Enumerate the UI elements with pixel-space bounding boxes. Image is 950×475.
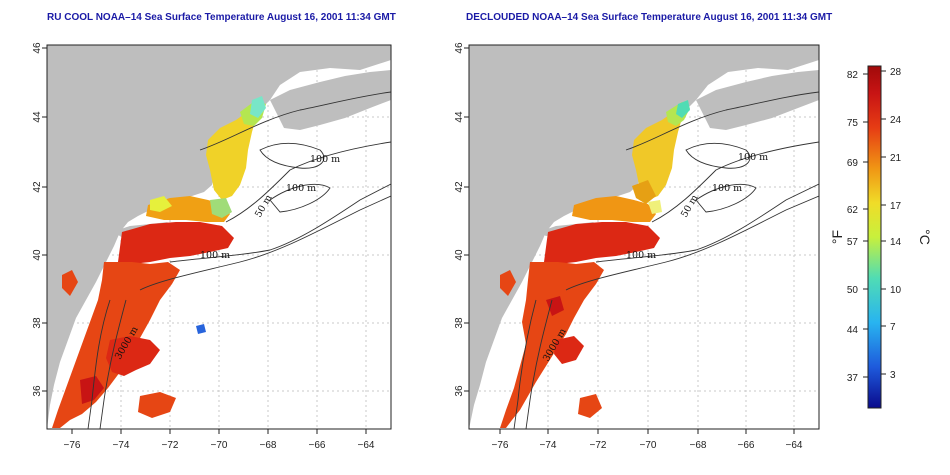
colorbar-c-tick: 3 (890, 370, 896, 381)
left-contour-label: 100 m (200, 250, 230, 261)
right-bathymetry-contours (513, 91, 819, 429)
right-x-tick: −76 (492, 440, 509, 451)
left-x-tick: −70 (211, 440, 228, 451)
right-map-panel: 100 m 100 m 50 m 100 m 3000 m 36 38 40 4… (454, 42, 820, 451)
right-y-tick: 44 (454, 111, 465, 123)
left-y-tick: 46 (32, 42, 43, 54)
right-sst-field (500, 100, 690, 428)
right-x-tick: −72 (590, 440, 607, 451)
right-nova-scotia (696, 70, 819, 130)
colorbar-c-tick: 28 (890, 67, 902, 78)
colorbar-f-tick: 82 (847, 70, 859, 81)
colorbar-c-tick: 24 (890, 115, 902, 126)
left-panel-title: RU COOL NOAA–14 Sea Surface Temperature … (47, 12, 396, 23)
right-x-tick: −66 (738, 440, 755, 451)
left-contour-label: 100 m (286, 183, 316, 194)
left-y-tick: 38 (32, 317, 43, 329)
right-land-mass (469, 45, 819, 429)
colorbar-f-tick: 44 (847, 325, 859, 336)
left-contour-label: 100 m (310, 154, 340, 165)
colorbar-f-tick: 69 (847, 158, 859, 169)
colorbar-c-tick: 17 (890, 201, 902, 212)
right-contour-label: 100 m (738, 152, 768, 163)
right-x-tick: −64 (786, 440, 803, 451)
left-bathymetry-contours (87, 91, 391, 429)
left-y-tick: 40 (32, 249, 43, 261)
colorbar-f-tick: 57 (847, 237, 859, 248)
right-contour-label: 100 m (626, 250, 656, 261)
right-y-tick: 36 (454, 385, 465, 397)
right-y-tick: 40 (454, 249, 465, 261)
colorbar-f-tick: 62 (847, 205, 859, 216)
colorbar-unit-fahrenheit: °F (829, 230, 845, 244)
left-sst-field (52, 96, 266, 428)
left-x-tick: −66 (309, 440, 326, 451)
left-nova-scotia (270, 70, 391, 130)
colorbar-f-tick: 50 (847, 285, 859, 296)
left-y-tick: 42 (32, 181, 43, 193)
left-y-tick: 36 (32, 385, 43, 397)
right-x-tick: −74 (540, 440, 557, 451)
left-y-tick: 44 (32, 111, 43, 123)
colorbar-unit-celsius: °C (917, 229, 933, 245)
colorbar-f-tick: 75 (847, 118, 859, 129)
colorbar-c-tick: 7 (890, 322, 896, 333)
left-land-mass (47, 45, 391, 429)
colorbar-c-tick: 10 (890, 285, 902, 296)
left-x-tick: −68 (260, 440, 277, 451)
right-y-tick: 42 (454, 181, 465, 193)
left-x-tick: −74 (113, 440, 130, 451)
right-panel-title: DECLOUDED NOAA–14 Sea Surface Temperatur… (466, 12, 833, 23)
right-contour-label: 100 m (712, 183, 742, 194)
right-y-tick: 46 (454, 42, 465, 54)
colorbar: 82 75 69 62 57 50 44 37 28 24 21 17 14 1… (829, 65, 933, 409)
left-x-tick: −72 (162, 440, 179, 451)
right-x-tick: −70 (640, 440, 657, 451)
left-x-tick: −64 (358, 440, 375, 451)
colorbar-gradient (867, 65, 882, 409)
right-y-tick: 38 (454, 317, 465, 329)
colorbar-f-tick: 37 (847, 373, 859, 384)
colorbar-c-tick: 14 (890, 237, 902, 248)
colorbar-c-tick: 21 (890, 153, 902, 164)
right-x-tick: −68 (690, 440, 707, 451)
left-map-panel: 100 m 100 m 50 m 100 m 3000 m 36 38 40 4… (32, 42, 392, 451)
left-x-tick: −76 (64, 440, 81, 451)
